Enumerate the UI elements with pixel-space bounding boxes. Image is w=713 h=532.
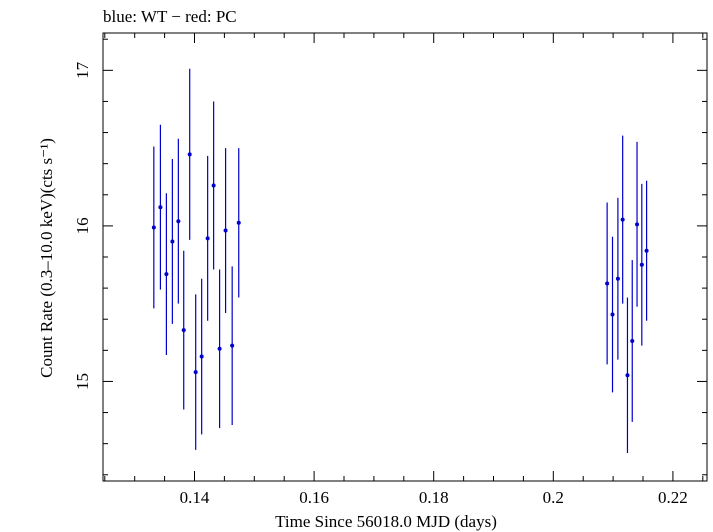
point-marker bbox=[615, 276, 620, 281]
data-point bbox=[170, 159, 175, 324]
y-tick-label: 16 bbox=[73, 217, 92, 234]
point-marker bbox=[193, 370, 198, 375]
plot-frame bbox=[102, 32, 708, 482]
point-marker bbox=[644, 248, 649, 253]
point-marker bbox=[158, 205, 163, 210]
point-marker bbox=[635, 222, 640, 227]
point-marker bbox=[187, 152, 192, 157]
data-point bbox=[635, 141, 640, 307]
point-marker bbox=[217, 346, 222, 351]
data-point bbox=[176, 138, 181, 304]
point-marker bbox=[151, 225, 156, 230]
data-points bbox=[151, 68, 649, 453]
data-point bbox=[223, 148, 228, 313]
point-marker bbox=[639, 262, 644, 267]
point-marker bbox=[176, 219, 181, 224]
data-point bbox=[610, 236, 615, 393]
point-marker bbox=[170, 239, 175, 244]
point-marker bbox=[223, 228, 228, 233]
data-point bbox=[199, 278, 204, 435]
point-marker bbox=[211, 183, 216, 188]
point-marker bbox=[620, 217, 625, 222]
point-marker bbox=[199, 354, 204, 359]
x-tick-label: 0.2 bbox=[543, 488, 564, 507]
data-point bbox=[230, 266, 235, 425]
data-point bbox=[615, 197, 620, 360]
point-marker bbox=[610, 312, 615, 317]
data-point bbox=[605, 202, 610, 365]
chart-title: blue: WT − red: PC bbox=[103, 7, 237, 26]
data-point bbox=[187, 68, 192, 240]
data-point bbox=[164, 193, 169, 355]
axis-ticks bbox=[103, 33, 707, 481]
x-tick-label: 0.18 bbox=[419, 488, 449, 507]
y-tick-label: 15 bbox=[73, 373, 92, 390]
x-tick-label: 0.14 bbox=[180, 488, 210, 507]
data-point bbox=[625, 297, 630, 453]
data-point bbox=[158, 124, 163, 290]
point-marker bbox=[605, 281, 610, 286]
data-point bbox=[236, 148, 241, 298]
point-marker bbox=[164, 272, 169, 277]
y-tick-label: 17 bbox=[73, 61, 92, 79]
data-point bbox=[630, 260, 635, 422]
point-marker bbox=[630, 339, 635, 343]
data-point bbox=[151, 146, 156, 309]
point-marker bbox=[236, 220, 241, 225]
point-marker bbox=[181, 328, 186, 333]
data-point bbox=[217, 269, 222, 429]
x-axis-label: Time Since 56018.0 MJD (days) bbox=[275, 512, 497, 531]
data-point bbox=[205, 155, 210, 321]
x-tick-label: 0.16 bbox=[299, 488, 329, 507]
point-marker bbox=[625, 373, 630, 378]
point-marker bbox=[205, 236, 210, 241]
point-marker bbox=[230, 343, 235, 348]
x-tick-label: 0.22 bbox=[658, 488, 688, 507]
data-point bbox=[644, 180, 649, 321]
data-point bbox=[193, 294, 198, 450]
data-point bbox=[181, 250, 186, 410]
axis-tick-labels: 0.14 0.16 0.18 0.2 0.22 15 16 17 bbox=[73, 61, 688, 507]
data-point bbox=[211, 101, 216, 270]
y-axis-label: Count Rate (0.3–10.0 keV)(cts s⁻¹) bbox=[37, 138, 56, 378]
data-point bbox=[620, 135, 625, 304]
data-point bbox=[639, 183, 644, 346]
